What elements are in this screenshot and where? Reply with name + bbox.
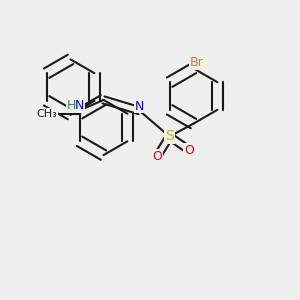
Text: H: H [66, 99, 76, 112]
Text: N: N [135, 100, 144, 113]
Text: O: O [184, 143, 194, 157]
Text: Br: Br [190, 56, 203, 69]
Text: N: N [75, 99, 84, 112]
Text: CH₃: CH₃ [36, 109, 57, 119]
Text: O: O [153, 149, 162, 163]
Text: S: S [165, 130, 174, 143]
